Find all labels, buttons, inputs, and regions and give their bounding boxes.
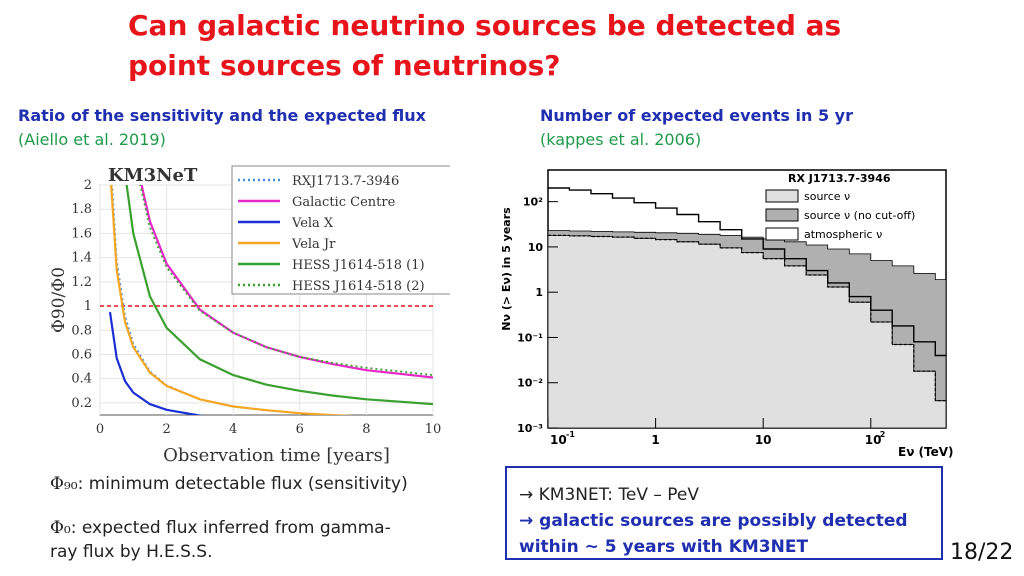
slide-title: Can galactic neutrino sources be detecte… <box>128 6 928 86</box>
legend-label: atmospheric ν <box>804 228 882 241</box>
series-line-hess-j1614-518-1- <box>125 185 433 406</box>
legend-label: Vela Jr <box>291 237 336 252</box>
y-tick-label: 0.2 <box>71 396 92 411</box>
series-line-source-dashed <box>548 234 946 402</box>
y-tick-label: 1.2 <box>71 275 92 290</box>
y-axis-label: Nν (> Eν) in 5 years <box>500 207 513 331</box>
legend-box <box>231 165 450 295</box>
x-tick-label: 8 <box>362 422 370 437</box>
y-tick-label: 10⁻² <box>517 377 543 390</box>
conclusion-box: → KM3NET: TeV – PeV → galactic sources a… <box>505 466 943 560</box>
y-axis-label: Φ90/Φ0 <box>50 267 69 333</box>
legend-label: Galactic Centre <box>292 195 396 210</box>
phi0-definition: Φ₀: expected flux inferred from gamma- r… <box>50 516 391 564</box>
y-tick-label: 0.8 <box>71 323 92 338</box>
legend-swatch <box>765 208 799 222</box>
legend-label: HESS J1614-518 (1) <box>292 258 425 273</box>
y-tick-label: 10⁻³ <box>517 422 543 435</box>
x-tick-label: 2 <box>162 422 170 437</box>
phi90-definition: Φ₉₀: minimum detectable flux (sensitivit… <box>50 474 408 494</box>
chart-title: RX J1713.7-3946 <box>788 172 891 185</box>
series-line-atmospheric <box>548 187 946 357</box>
series-group <box>548 187 946 428</box>
right-citation: (kappes et al. 2006) <box>540 130 702 149</box>
legend-swatch <box>765 189 799 203</box>
slide-title-line2: point sources of neutrinos? <box>128 49 561 82</box>
y-tick-label: 1.6 <box>71 226 92 241</box>
y-tick-label: 10² <box>523 196 543 209</box>
chart-title: KM3NeT <box>108 165 198 186</box>
slide-title-line1: Can galactic neutrino sources be detecte… <box>128 9 842 42</box>
series-group <box>108 185 433 415</box>
y-tick-label: 2 <box>84 178 92 193</box>
series-line-vela-x <box>108 311 206 415</box>
x-tick-label-exponent: 2 <box>880 430 886 439</box>
phi0-symbol: Φ₀ <box>50 518 71 538</box>
series-line-galactic-centre <box>140 185 433 379</box>
phi90-description: : minimum detectable flux (sensitivity) <box>77 474 408 494</box>
y-tick-label: 1.4 <box>71 251 92 266</box>
legend-label: RXJ1713.7-3946 <box>292 174 399 189</box>
phi0-description-line2: ray flux by H.E.S.S. <box>50 542 213 562</box>
phi90-symbol: Φ₉₀ <box>50 474 78 494</box>
legend-label: source ν <box>804 190 850 203</box>
x-tick-label: 10 <box>865 433 882 447</box>
sensitivity-ratio-chart: 0 2 4 6 8 10 2 1.8 1.6 1.4 1.2 1 0.8 0.6 0.4 0.2 Observa… <box>50 165 450 465</box>
phi0-description-line1: : expected flux inferred from gamma- <box>70 518 391 538</box>
y-tick-label: 0.4 <box>71 372 92 387</box>
y-tick-label: 1 <box>535 286 543 299</box>
y-tick-label: 10⁻¹ <box>517 331 543 344</box>
conclusion-line1: → KM3NET: TeV – PeV <box>519 485 700 505</box>
x-tick-label: 10 <box>755 433 772 447</box>
x-axis-label: Eν (TeV) <box>898 445 954 459</box>
y-tick-label: 1 <box>84 299 92 314</box>
conclusion-line3: within ~ 5 years with KM3NET <box>519 537 809 557</box>
x-tick-label-exponent: -1 <box>566 430 575 439</box>
y-tick-label: 1.8 <box>71 202 92 217</box>
conclusion-line2: → galactic sources are possibly detected <box>519 511 908 531</box>
x-axis-label: Observation time [years] <box>163 445 390 465</box>
x-tick-label: 10 <box>550 433 567 447</box>
legend-swatch <box>765 227 799 241</box>
legend-label: HESS J1614-518 (2) <box>292 279 425 294</box>
legend-label: Vela X <box>291 216 334 231</box>
x-tick-label: 0 <box>96 422 104 437</box>
x-tick-label: 4 <box>229 422 237 437</box>
page-number: 18/22 <box>950 540 1014 565</box>
x-tick-label: 6 <box>296 422 304 437</box>
series-line-vela-jr <box>110 185 354 415</box>
legend-label: source ν (no cut-off) <box>804 209 915 222</box>
left-citation: (Aiello et al. 2019) <box>18 130 166 149</box>
x-tick-label: 10 <box>425 422 442 437</box>
y-tick-label: 10 <box>528 241 544 254</box>
right-heading: Number of expected events in 5 yr <box>540 106 853 125</box>
x-tick-label: 1 <box>651 433 659 447</box>
y-tick-label: 0.6 <box>71 347 92 362</box>
left-heading: Ratio of the sensitivity and the expecte… <box>18 106 426 125</box>
